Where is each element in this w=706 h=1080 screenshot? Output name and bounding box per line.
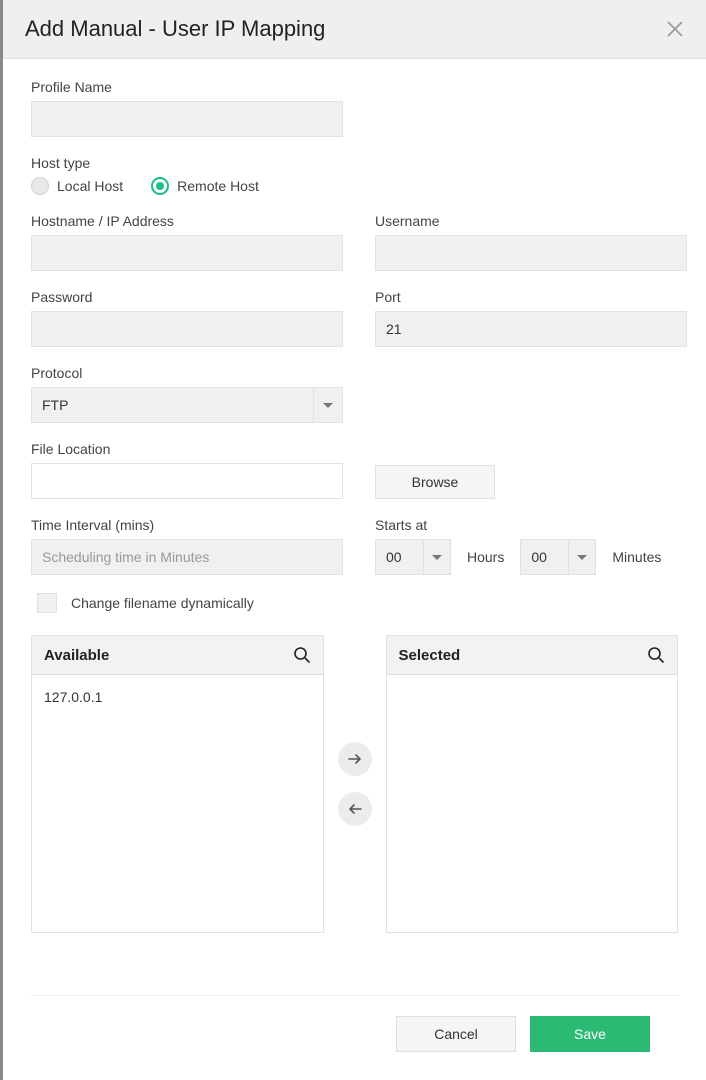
field-protocol: Protocol FTP (31, 365, 678, 423)
save-button[interactable]: Save (530, 1016, 650, 1052)
field-starts-at: Starts at 00 Hours 00 Minutes (375, 517, 687, 575)
search-icon[interactable] (293, 646, 311, 664)
transfer-buttons (338, 742, 372, 826)
file-location-input[interactable] (31, 463, 343, 499)
hostname-input[interactable] (31, 235, 343, 271)
field-hostname: Hostname / IP Address (31, 213, 343, 271)
file-location-label: File Location (31, 441, 343, 457)
radio-remote-host[interactable]: Remote Host (151, 177, 259, 195)
starts-at-label: Starts at (375, 517, 687, 533)
modal-add-user-ip-mapping: Add Manual - User IP Mapping Profile Nam… (0, 0, 706, 1080)
field-port: Port (375, 289, 687, 347)
modal-title: Add Manual - User IP Mapping (25, 16, 325, 42)
chevron-down-icon[interactable] (423, 539, 451, 575)
arrow-right-icon (347, 751, 363, 767)
port-input[interactable] (375, 311, 687, 347)
profile-name-input[interactable] (31, 101, 343, 137)
browse-button[interactable]: Browse (375, 465, 495, 499)
radio-label: Local Host (57, 178, 123, 194)
available-title: Available (44, 647, 109, 664)
modal-footer: Cancel Save (31, 995, 678, 1080)
time-interval-input[interactable] (31, 539, 343, 575)
selected-panel: Selected (386, 635, 679, 933)
password-label: Password (31, 289, 343, 305)
browse-wrap: Browse (375, 465, 495, 499)
selected-title: Selected (399, 647, 461, 664)
dynamic-filename-label: Change filename dynamically (71, 595, 254, 611)
hostname-label: Hostname / IP Address (31, 213, 343, 229)
hours-value: 00 (375, 539, 423, 575)
field-time-interval: Time Interval (mins) (31, 517, 343, 575)
transfer-lists: Available 127.0.0.1 (31, 635, 678, 933)
protocol-select[interactable]: FTP (31, 387, 343, 423)
field-password: Password (31, 289, 343, 347)
selected-list (387, 675, 678, 932)
close-icon[interactable] (666, 20, 684, 38)
radio-local-host[interactable]: Local Host (31, 177, 123, 195)
password-input[interactable] (31, 311, 343, 347)
time-interval-label: Time Interval (mins) (31, 517, 343, 533)
hours-unit: Hours (461, 549, 510, 565)
chevron-down-icon[interactable] (313, 387, 343, 423)
protocol-value: FTP (31, 387, 313, 423)
field-file-location: File Location (31, 441, 343, 499)
username-input[interactable] (375, 235, 687, 271)
arrow-left-icon (347, 801, 363, 817)
profile-name-label: Profile Name (31, 79, 678, 95)
available-panel: Available 127.0.0.1 (31, 635, 324, 933)
port-label: Port (375, 289, 687, 305)
modal-body: Profile Name Host type Local Host Remote… (3, 59, 706, 995)
dynamic-filename-row[interactable]: Change filename dynamically (37, 593, 678, 613)
minutes-value: 00 (520, 539, 568, 575)
host-type-radios: Local Host Remote Host (31, 177, 678, 195)
move-right-button[interactable] (338, 742, 372, 776)
field-username: Username (375, 213, 687, 271)
list-item[interactable]: 127.0.0.1 (44, 683, 311, 711)
radio-circle-icon (151, 177, 169, 195)
available-list: 127.0.0.1 (32, 675, 323, 932)
radio-label: Remote Host (177, 178, 259, 194)
field-host-type: Host type Local Host Remote Host (31, 155, 678, 195)
cancel-button[interactable]: Cancel (396, 1016, 516, 1052)
minutes-select[interactable]: 00 (520, 539, 596, 575)
minutes-unit: Minutes (606, 549, 667, 565)
host-type-label: Host type (31, 155, 678, 171)
chevron-down-icon[interactable] (568, 539, 596, 575)
radio-circle-icon (31, 177, 49, 195)
search-icon[interactable] (647, 646, 665, 664)
username-label: Username (375, 213, 687, 229)
checkbox-icon[interactable] (37, 593, 57, 613)
field-profile-name: Profile Name (31, 79, 678, 137)
move-left-button[interactable] (338, 792, 372, 826)
modal-header: Add Manual - User IP Mapping (3, 0, 706, 59)
protocol-label: Protocol (31, 365, 678, 381)
hours-select[interactable]: 00 (375, 539, 451, 575)
